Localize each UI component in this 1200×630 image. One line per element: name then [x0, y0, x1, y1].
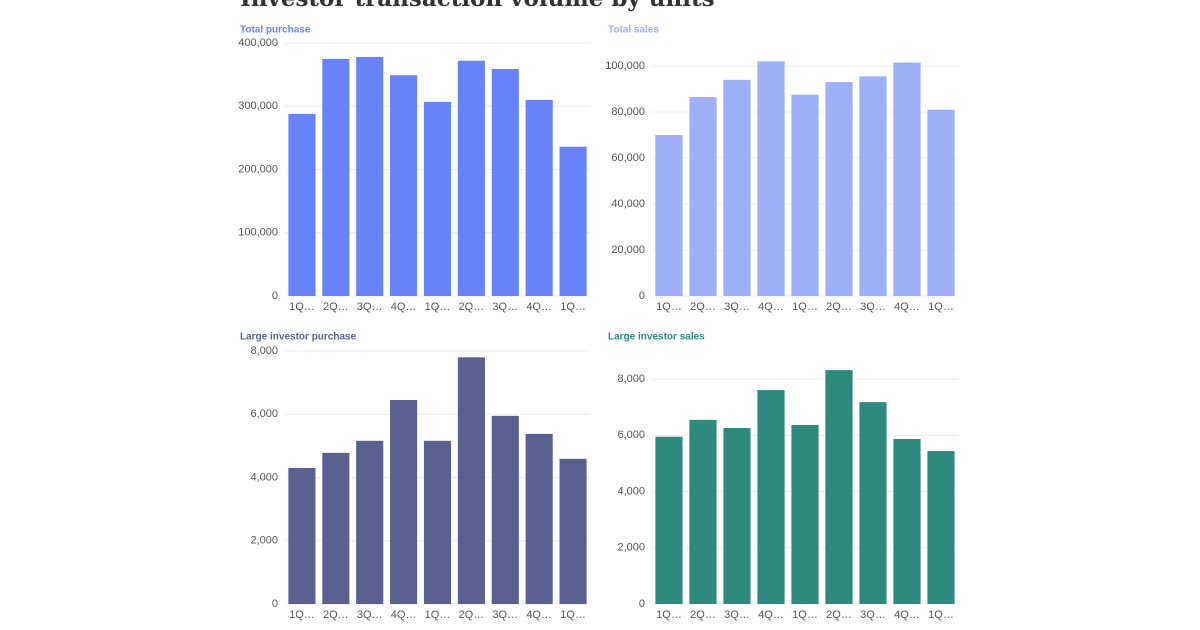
y-tick-label: 200,000: [238, 163, 278, 175]
bar: [288, 468, 316, 604]
x-tick-label: 1Q…: [289, 301, 315, 313]
bar: [859, 402, 887, 604]
y-tick-label: 2,000: [250, 535, 278, 547]
y-tick-label: 400,000: [238, 37, 278, 49]
x-tick-label: 1Q…: [792, 609, 818, 621]
x-tick-label: 3Q…: [492, 609, 518, 621]
bar: [757, 61, 785, 297]
x-tick-label: 2Q…: [459, 301, 485, 313]
x-tick-label: 4Q…: [526, 301, 552, 313]
bar: [825, 370, 853, 604]
y-tick-label: 300,000: [238, 100, 278, 112]
y-tick-label: 20,000: [611, 244, 645, 256]
bar: [457, 357, 485, 604]
bar: [893, 438, 921, 604]
y-tick-label: 4,000: [617, 485, 645, 497]
y-tick-label: 6,000: [617, 429, 645, 441]
y-tick-label: 100,000: [605, 60, 645, 72]
x-tick-label: 4Q…: [894, 609, 920, 621]
x-tick-label: 1Q…: [792, 301, 818, 313]
bar: [491, 68, 519, 297]
x-tick-label: 2Q…: [826, 609, 852, 621]
bar: [791, 94, 819, 296]
bar: [655, 135, 683, 296]
bar: [859, 76, 887, 296]
x-tick-label: 1Q…: [425, 301, 451, 313]
x-tick-label: 1Q…: [656, 301, 682, 313]
bar: [390, 75, 418, 296]
bar: [723, 428, 751, 604]
x-tick-label: 3Q…: [492, 301, 518, 313]
y-tick-label: 4,000: [250, 471, 278, 483]
x-tick-label: 3Q…: [860, 609, 886, 621]
bar: [525, 99, 553, 296]
y-tick-label: 0: [272, 598, 278, 610]
x-tick-label: 2Q…: [690, 609, 716, 621]
x-tick-label: 3Q…: [357, 609, 383, 621]
bar: [491, 415, 519, 604]
y-tick-label: 0: [639, 598, 645, 610]
bar: [457, 60, 485, 297]
x-tick-label: 1Q…: [289, 609, 315, 621]
x-tick-label: 1Q…: [928, 609, 954, 621]
x-tick-label: 2Q…: [323, 301, 349, 313]
x-tick-label: 3Q…: [724, 301, 750, 313]
x-tick-label: 1Q…: [560, 609, 586, 621]
bar: [689, 97, 717, 296]
x-tick-label: 4Q…: [894, 301, 920, 313]
bar: [655, 436, 683, 604]
bar: [322, 452, 350, 604]
x-tick-label: 3Q…: [357, 301, 383, 313]
x-tick-label: 1Q…: [928, 301, 954, 313]
x-tick-label: 2Q…: [323, 609, 349, 621]
bar: [423, 101, 452, 296]
y-tick-label: 0: [272, 290, 278, 302]
page-title: Investor transaction volume by units: [240, 0, 715, 12]
x-tick-label: 4Q…: [391, 609, 417, 621]
bar: [825, 82, 853, 296]
bar: [927, 109, 955, 296]
bar: [356, 56, 384, 296]
bar: [322, 58, 350, 296]
bar: [390, 400, 418, 604]
bar: [559, 146, 587, 296]
bar: [791, 424, 819, 604]
bar: [927, 451, 955, 604]
chart-title: Total purchase: [240, 25, 311, 36]
y-tick-label: 6,000: [250, 408, 278, 420]
bar: [423, 440, 452, 604]
chart-title: Large investor sales: [608, 332, 705, 343]
x-tick-label: 4Q…: [758, 301, 784, 313]
bar: [757, 390, 785, 604]
x-tick-label: 4Q…: [526, 609, 552, 621]
x-tick-label: 1Q…: [425, 609, 451, 621]
chart-title: Large investor purchase: [240, 332, 357, 343]
x-tick-label: 1Q…: [656, 609, 682, 621]
y-tick-label: 8,000: [250, 345, 278, 357]
bar: [559, 458, 587, 604]
y-tick-label: 80,000: [611, 106, 645, 118]
bar: [723, 79, 751, 296]
y-tick-label: 40,000: [611, 198, 645, 210]
bar: [288, 113, 316, 296]
bar: [893, 62, 921, 296]
y-tick-label: 100,000: [238, 227, 278, 239]
x-tick-label: 4Q…: [391, 301, 417, 313]
x-tick-label: 3Q…: [724, 609, 750, 621]
y-tick-label: 8,000: [617, 373, 645, 385]
bar: [525, 433, 553, 604]
bar: [356, 440, 384, 604]
x-tick-label: 2Q…: [690, 301, 716, 313]
bar: [689, 419, 717, 604]
y-tick-label: 0: [639, 290, 645, 302]
x-tick-label: 2Q…: [459, 609, 485, 621]
x-tick-label: 1Q…: [560, 301, 586, 313]
x-tick-label: 2Q…: [826, 301, 852, 313]
x-tick-label: 4Q…: [758, 609, 784, 621]
y-tick-label: 2,000: [617, 542, 645, 554]
chart-title: Total sales: [608, 25, 659, 36]
y-tick-label: 60,000: [611, 152, 645, 164]
x-tick-label: 3Q…: [860, 301, 886, 313]
